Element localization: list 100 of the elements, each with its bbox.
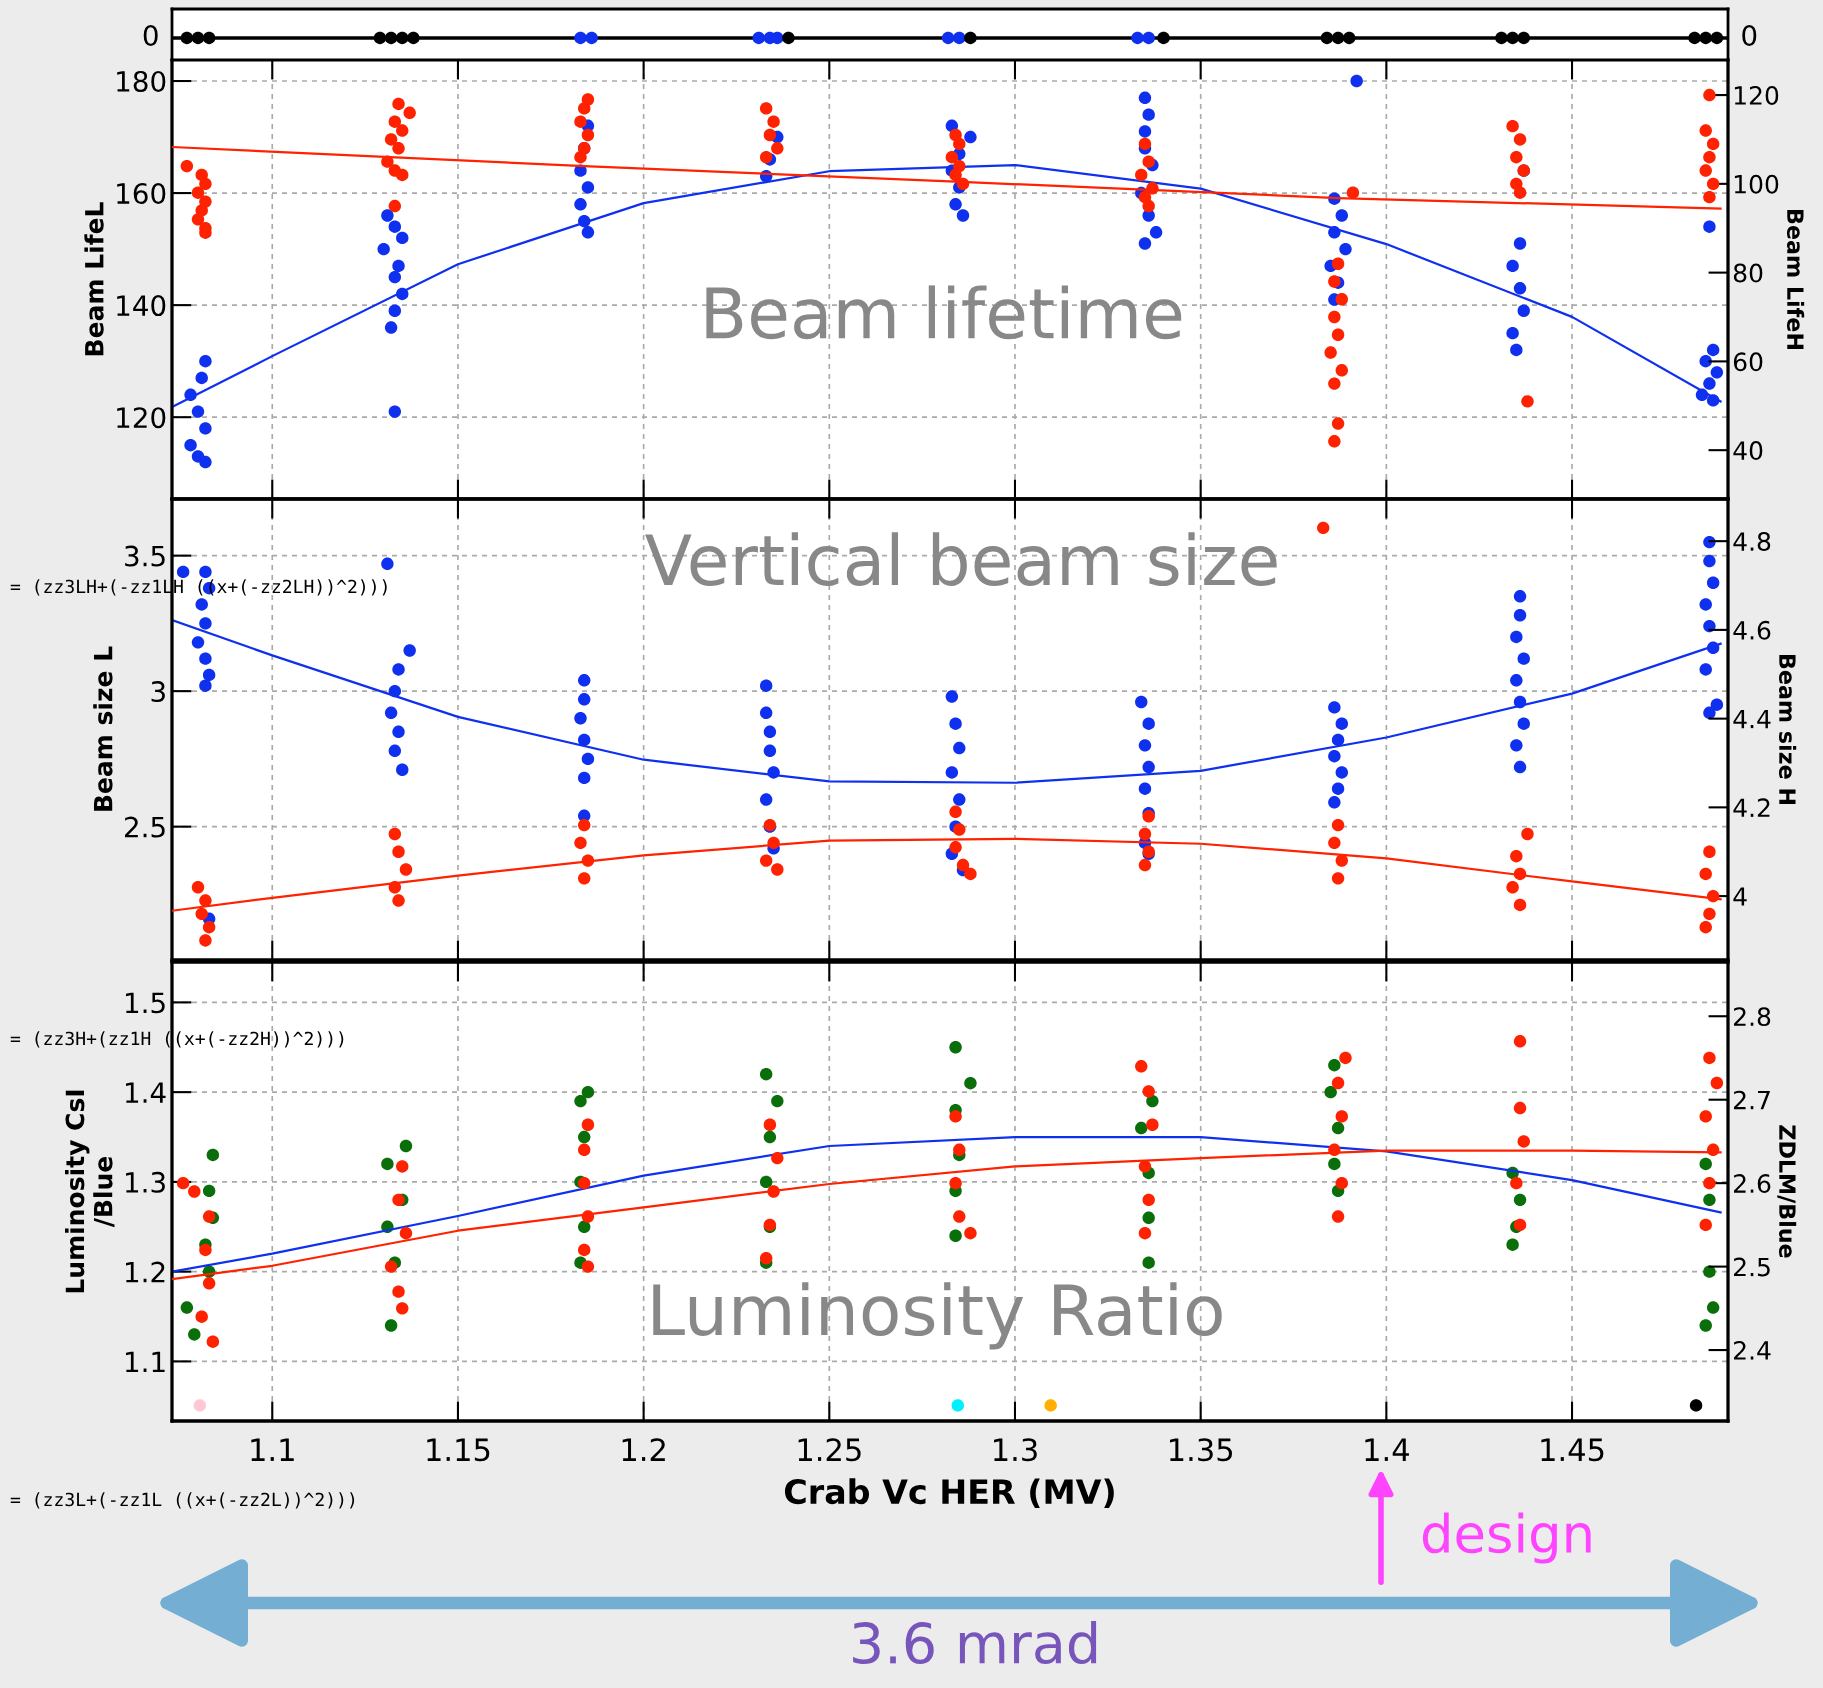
point xyxy=(1142,1085,1155,1098)
y2-tick-label: 2.8 xyxy=(1734,1007,1771,1027)
point xyxy=(578,1243,591,1257)
point xyxy=(771,1151,784,1165)
point xyxy=(381,1157,394,1171)
point xyxy=(193,1399,207,1412)
point xyxy=(581,1118,595,1131)
point xyxy=(1142,1256,1155,1269)
point xyxy=(964,1076,977,1090)
point xyxy=(574,1094,587,1108)
point xyxy=(763,1130,777,1144)
point xyxy=(191,881,205,894)
y-tick-label: 160 xyxy=(117,183,166,205)
point xyxy=(1324,1085,1337,1099)
point xyxy=(199,934,212,947)
point xyxy=(202,1277,216,1290)
y2-tick-label: 4.4 xyxy=(1733,709,1771,729)
y-tick-label: 140 xyxy=(117,295,166,317)
point xyxy=(956,858,970,872)
y2-tick-label: 100 xyxy=(1734,174,1779,194)
y2-axis-title: Beam size H xyxy=(1779,655,1797,804)
point xyxy=(206,1335,220,1348)
point xyxy=(388,827,402,841)
point xyxy=(1699,1319,1712,1332)
point xyxy=(949,841,962,854)
x-tick-label: 1.2 xyxy=(622,1438,665,1461)
y-axis-title: Beam size L xyxy=(93,646,113,811)
point xyxy=(392,894,405,907)
point xyxy=(1710,1076,1724,1090)
point xyxy=(1335,854,1348,867)
point xyxy=(1506,1238,1519,1251)
point xyxy=(763,1118,777,1131)
point xyxy=(392,1193,405,1207)
y2-tick-label: 80 xyxy=(1733,263,1763,283)
text: 0 xyxy=(143,25,158,47)
y-tick-label: 3 xyxy=(151,681,165,703)
point xyxy=(953,1143,966,1156)
text: design xyxy=(1422,1512,1591,1564)
point xyxy=(1142,1193,1155,1207)
line-series xyxy=(172,619,1722,784)
point xyxy=(1331,1210,1345,1223)
text: 0 xyxy=(1742,25,1757,47)
point xyxy=(1135,1121,1148,1135)
point xyxy=(1331,1076,1345,1090)
point xyxy=(1510,1176,1523,1190)
point xyxy=(581,1085,595,1099)
point xyxy=(1513,1193,1527,1207)
point xyxy=(1146,1094,1159,1108)
point xyxy=(1331,1121,1345,1135)
point xyxy=(1328,836,1341,850)
point xyxy=(1703,1193,1716,1207)
point xyxy=(1142,810,1155,823)
point xyxy=(1506,881,1519,894)
point xyxy=(202,920,216,934)
point xyxy=(1703,1176,1716,1190)
point xyxy=(1510,849,1523,863)
x-tick-label: 1.3 xyxy=(994,1438,1037,1462)
y2-tick-label: 60 xyxy=(1733,352,1763,372)
point xyxy=(1699,1218,1712,1232)
x-tick-label: 1.35 xyxy=(1170,1438,1233,1462)
point xyxy=(1699,1110,1712,1123)
point xyxy=(392,845,405,858)
point xyxy=(1699,1157,1712,1171)
point xyxy=(578,818,591,832)
point xyxy=(202,1210,216,1223)
point xyxy=(188,1328,201,1341)
point xyxy=(1331,872,1345,885)
y2-tick-label: 120 xyxy=(1734,86,1779,105)
line-series xyxy=(172,1135,1722,1273)
text: 3.6 mrad xyxy=(853,1621,1097,1665)
point xyxy=(578,1176,591,1190)
point xyxy=(180,1301,194,1314)
point xyxy=(392,1285,405,1298)
point xyxy=(206,1148,220,1162)
x-tick-label: 1.45 xyxy=(1541,1438,1604,1462)
y2-tick-label: 2.4 xyxy=(1734,1341,1771,1360)
point xyxy=(759,1175,773,1189)
point xyxy=(759,1252,773,1265)
point xyxy=(195,907,208,921)
point xyxy=(771,863,784,876)
y-axis-title: Luminosity CsI /Blue xyxy=(65,1090,115,1293)
point xyxy=(1517,1135,1530,1148)
point xyxy=(1044,1399,1057,1412)
point xyxy=(1328,1059,1341,1072)
point xyxy=(578,1220,591,1233)
point xyxy=(1703,1051,1716,1065)
point xyxy=(949,805,962,819)
y2-tick-label: 40 xyxy=(1733,441,1763,461)
x-axis-title: Crab Vc HER (MV) xyxy=(784,1478,1114,1509)
point xyxy=(1689,1399,1703,1412)
point xyxy=(964,1227,977,1240)
point xyxy=(1335,1110,1348,1123)
y-tick-label: 120 xyxy=(117,407,166,429)
point xyxy=(1699,920,1712,934)
y2-tick-label: 2.5 xyxy=(1734,1257,1770,1277)
point xyxy=(759,1067,773,1081)
point xyxy=(1513,1035,1527,1048)
point xyxy=(396,1160,409,1173)
point xyxy=(581,1260,595,1273)
point xyxy=(195,1310,208,1323)
